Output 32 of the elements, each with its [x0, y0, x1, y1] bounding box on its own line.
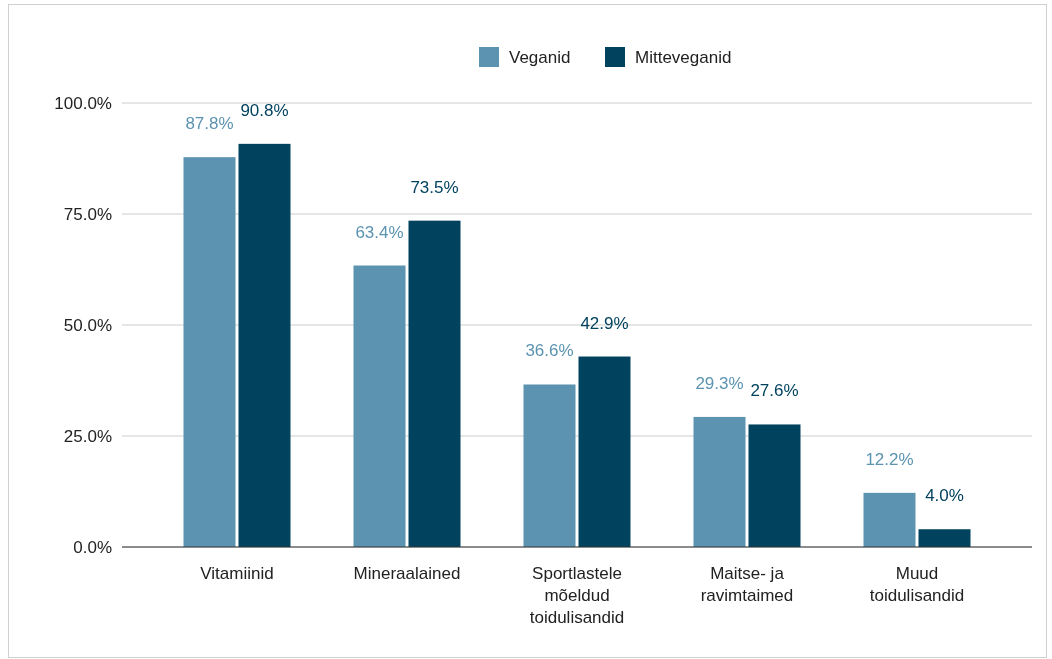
bar — [578, 356, 631, 547]
data-label: 36.6% — [525, 341, 574, 361]
y-tick-label: 50.0% — [63, 315, 112, 335]
bar — [748, 424, 801, 547]
y-tick-label: 0.0% — [73, 537, 112, 557]
y-tick-label: 75.0% — [63, 204, 112, 224]
bar — [523, 384, 576, 547]
bar — [693, 416, 746, 547]
bar — [238, 143, 291, 547]
y-tick-label: 100.0% — [54, 93, 112, 113]
x-tick-label: Maitse- ja ravimtaimed — [700, 564, 794, 605]
y-tick-label: 25.0% — [63, 426, 112, 446]
legend-label: Veganid — [509, 47, 571, 67]
legend-label: Mitteveganid — [635, 47, 732, 67]
data-label: 73.5% — [410, 177, 459, 197]
x-tick-label: Muud toidulisandid — [869, 564, 965, 605]
bar — [863, 492, 916, 547]
data-label: 42.9% — [580, 313, 629, 333]
data-label: 63.4% — [355, 222, 404, 242]
x-tick-label: Sportlastele mõeldud toidulisandid — [529, 564, 625, 627]
bar — [183, 157, 236, 547]
data-label: 12.2% — [865, 449, 914, 469]
data-label: 29.3% — [695, 373, 744, 393]
data-label: 27.6% — [750, 381, 799, 401]
bar — [408, 220, 461, 547]
x-tick-label: Mineraalained — [353, 564, 461, 583]
bar — [353, 265, 406, 547]
x-tick-label: Vitamiinid — [200, 564, 274, 583]
data-label: 87.8% — [185, 114, 234, 134]
data-label: 90.8% — [240, 100, 289, 120]
data-label: 4.0% — [925, 486, 964, 506]
bar — [918, 529, 971, 547]
